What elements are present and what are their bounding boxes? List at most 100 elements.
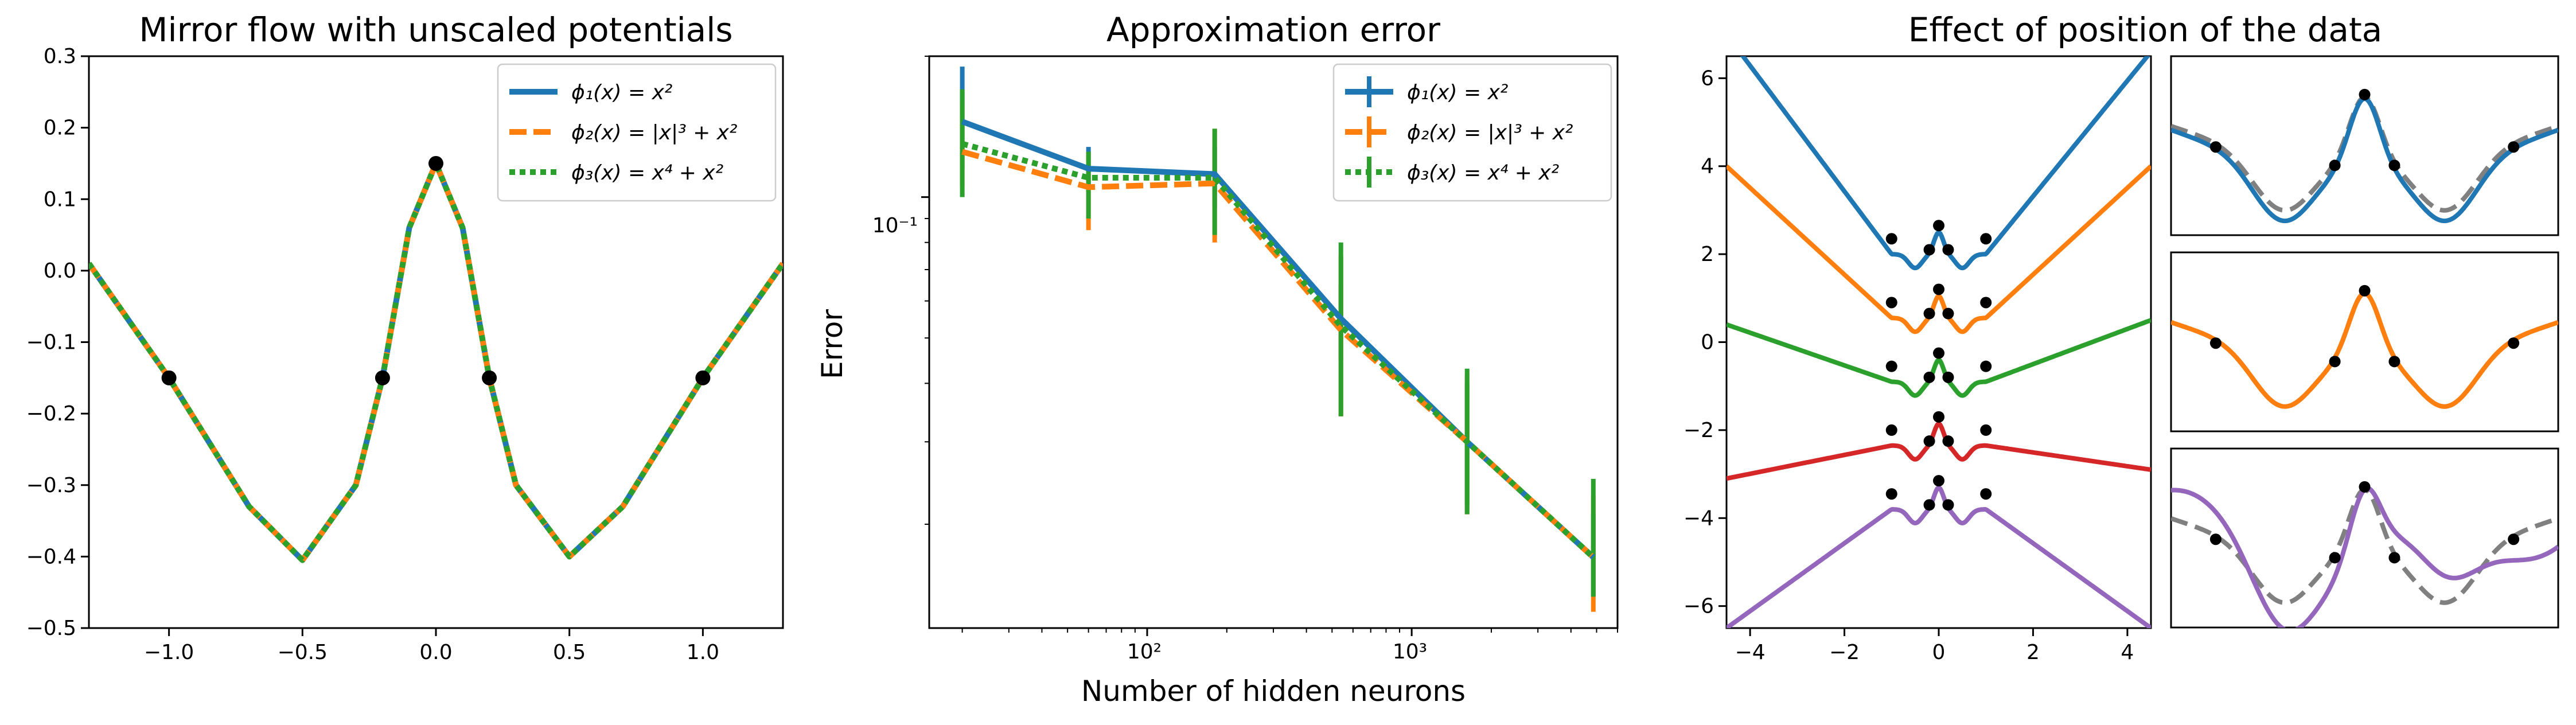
panel-c-data-point [1980,297,1992,309]
panel-a-xtick-label: 0.0 [419,641,452,664]
panel-a-data-points [161,155,711,385]
panel-a-series [89,160,783,563]
panel-a-ytick-label: 0.2 [44,116,76,140]
panel-a-data-point [482,370,497,385]
panel-c-data-point [1933,475,1944,487]
panel-c-data-point [1942,307,1954,319]
panel-d-data-points [2209,88,2520,564]
panel-d-data-point [2209,533,2222,545]
panel-c-ytick-label: −6 [1683,595,1714,618]
panel-d2-reference-line [2171,487,2558,605]
panel-a-ytick-label: 0.0 [44,259,76,283]
panel-c-data-point [1933,220,1944,232]
panel-a-xtick-label: 1.0 [687,641,719,664]
panel-c-data-point [1980,360,1992,372]
panel-mirror-flow: Mirror flow with unscaled potentials −1.… [26,10,784,664]
panel-a-series-line-2 [89,160,783,563]
panel-c-data-point [1942,499,1954,511]
panel-a-legend: ϕ₁(x) = x² ϕ₂(x) = |x|³ + x² ϕ₃(x) = x⁴ … [497,63,777,202]
panel-a-y-ticks: 0.3 0.2 0.1 0.0 −0.1 −0.2 −0.3 −0.4 −0.5 [26,45,89,640]
panel-c-data-point [1933,411,1944,423]
panel-c-title: Effect of position of the data [1908,10,2382,49]
panel-d2-series-line [2171,486,2558,627]
panel-c-series-line-2 [1727,164,2151,334]
panel-d0-frame [2170,55,2559,236]
panel-d-data-point [2209,141,2222,153]
panel-c-ytick-label: 4 [1701,155,1714,178]
panel-c-data-point [1885,424,1897,436]
panel-c-data-point [1980,233,1992,245]
panel-c-ytick-label: 6 [1701,67,1714,90]
panel-a-data-point [161,370,177,385]
panel-position-effect: Effect of position of the data −4 −2 0 2 4 6… [1683,10,2382,664]
panel-a-ytick-label: −0.5 [26,617,76,640]
panel-d-data-point [2329,159,2341,171]
panel-a-series-line-1 [89,160,783,563]
panel-d-data-point [2209,337,2222,349]
panel-a-data-point [428,155,443,171]
panel-c-series-line-1 [1740,56,2150,271]
panel-b-series-line-2 [961,149,1596,560]
panel-c-xtick-label: 0 [1932,641,1946,664]
panel-approximation-error: Approximation error 10² 10³ 10⁻¹ Number … [816,10,1619,708]
panel-b-xtick-label-100: 10² [1127,640,1162,664]
panel-c-ytick-label: −4 [1683,506,1714,530]
panel-d-data-point [2508,337,2520,349]
panel-c-data-point [1942,244,1954,256]
panel-a-x-ticks: −1.0 −0.5 0.0 0.5 1.0 [144,628,719,664]
panel-b-ylabel: Error [816,309,849,379]
panel-a-title: Mirror flow with unscaled potentials [139,10,732,49]
panel-d-data-point [2359,88,2371,100]
panel-c-data-point [1923,435,1935,447]
panel-c-ytick-label: 0 [1701,331,1714,354]
panel-c-data-point [1923,307,1935,319]
panel-c-data-point [1942,435,1954,447]
panel-a-legend-label-1: ϕ₁(x) = x² [571,81,672,104]
panel-c-data-point [1942,371,1954,383]
panel-a-legend-label-3: ϕ₃(x) = x⁴ + x² [571,161,723,185]
panel-c-series [1727,56,2151,628]
panel-b-title: Approximation error [1106,10,1440,49]
panel-d-data-point [2508,533,2520,545]
panel-b-y-ticks [921,56,929,525]
panel-c-data-point [1923,371,1935,383]
panel-c-data-point [1980,424,1992,436]
panel-c-data-points [1885,220,1992,511]
panel-b-legend-label-3: ϕ₃(x) = x⁴ + x² [1407,161,1559,185]
panel-a-series-line-3 [89,160,783,563]
panel-d1-series-line [2171,291,2558,409]
panel-d-data-point [2388,159,2400,171]
panel-small-multiples [2170,55,2559,629]
panel-b-xlabel: Number of hidden neurons [1081,675,1466,708]
panel-c-ytick-label: 2 [1701,243,1714,266]
panel-d2-series [2171,486,2558,627]
panel-b-legend: ϕ₁(x) = x² ϕ₂(x) = |x|³ + x² ϕ₃(x) = x⁴ … [1332,63,1612,202]
panel-b-legend-label-2: ϕ₂(x) = |x|³ + x² [1407,121,1573,145]
panel-a-data-point [695,370,711,385]
panel-a-xtick-label: −0.5 [278,641,328,664]
panel-d0-reference-line [2171,95,2558,213]
panel-c-series-line-4 [1727,421,2151,481]
panel-c-data-point [1885,488,1897,500]
panel-a-legend-label-2: ϕ₂(x) = |x|³ + x² [571,121,737,145]
panel-b-series-line-3 [961,141,1596,560]
panel-d-data-point [2508,141,2520,153]
panel-d-data-point [2359,481,2371,493]
panel-a-data-point [375,370,390,385]
panel-b-series [960,67,1596,612]
panel-b-legend-box [1332,63,1612,202]
panel-b-legend-label-1: ϕ₁(x) = x² [1407,81,1508,104]
panel-a-xtick-label: 0.5 [553,641,586,664]
panel-a-legend-box [497,63,777,202]
panel-c-xtick-label: −2 [1829,641,1860,664]
panel-d1-frame [2170,251,2559,432]
panel-d-data-point [2388,552,2400,564]
panel-c-data-point [1885,233,1897,245]
panel-a-ytick-label: 0.1 [44,188,76,211]
panel-a-ytick-label: −0.1 [26,331,76,354]
panel-b-x-ticks [961,628,1618,636]
panel-a-xtick-label: −1.0 [144,641,194,664]
panel-c-data-point [1933,283,1944,295]
panel-c-series-line-3 [1727,318,2151,398]
